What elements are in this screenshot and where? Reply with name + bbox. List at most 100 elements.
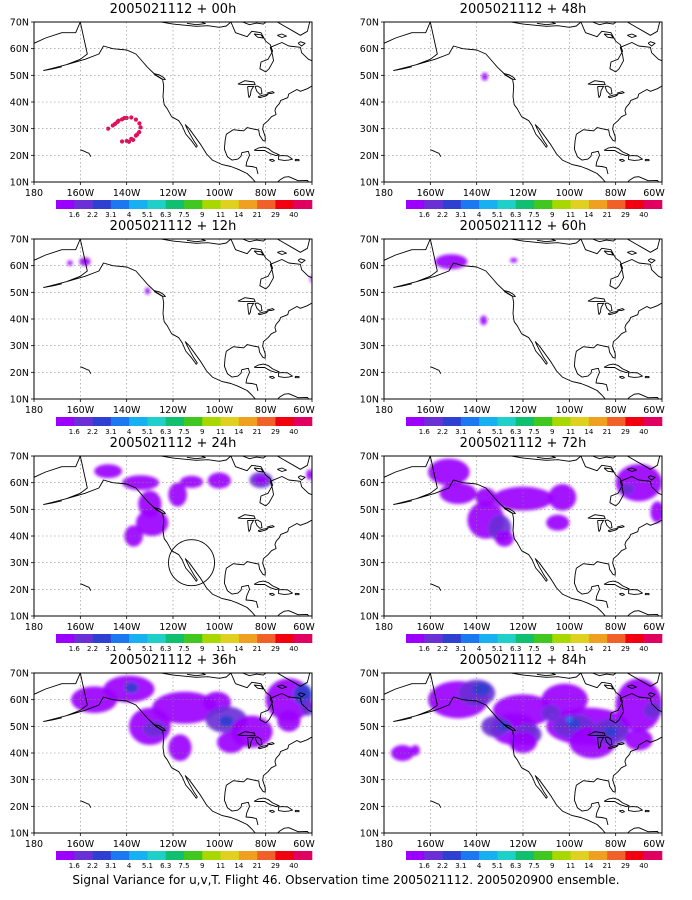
variance-area [67,260,73,266]
legend-swatch [275,417,295,426]
legend-label: 9 [200,862,204,870]
variance-area [390,745,415,761]
sample-point [106,126,111,131]
y-tick-label: 50N [10,722,29,733]
legend-swatch [424,417,443,426]
legend-label: 6.3 [160,211,171,219]
variance-area [179,475,204,488]
variance-area [510,257,518,263]
legend-label: 7.5 [178,645,189,653]
legend-swatch [534,417,553,426]
legend-swatch [515,417,535,426]
y-tick-label: 70N [10,452,29,463]
variance-area [481,715,510,737]
y-tick-label: 30N [360,341,379,352]
legend-label: 5.1 [142,211,153,219]
x-tick-label: 100W [206,839,234,850]
legend-swatch [184,634,203,643]
x-tick-label: 60W [643,405,665,416]
legend-swatch [442,851,462,860]
y-tick-label: 60N [360,261,379,272]
variance-area [541,705,561,721]
legend-label: 1.6 [419,862,431,870]
y-tick-label: 40N [10,315,29,326]
y-tick-label: 40N [360,315,379,326]
legend-swatch [275,851,295,860]
legend-swatch [184,200,203,209]
x-tick-label: 160W [67,405,95,416]
x-tick-label: 100W [556,188,584,199]
map-panel: 2005021112 + 48h 70N 60N 50N 40N 30N 20N 10N 180… [350,2,690,220]
legend-swatch [424,200,443,209]
legend-swatch [165,417,185,426]
legend-label: 1.6 [69,645,81,653]
legend-swatch [92,851,112,860]
legend-swatch [293,417,313,426]
variance-area [410,745,420,756]
color-legend: 1.6 2.2 3.1 4 5.1 6.3 7.5 9 11 14 21 29 40 [406,634,663,653]
legend-label: 1.6 [69,428,81,436]
legend-swatch [129,851,148,860]
legend-label: 40 [639,211,648,219]
legend-label: 5.1 [142,862,153,870]
legend-label: 29 [621,428,630,436]
legend-label: 21 [603,211,612,219]
y-tick-label: 20N [10,368,29,379]
legend-swatch [202,851,221,860]
sample-point [126,139,132,144]
y-tick-label: 70N [360,235,379,246]
color-legend: 1.6 2.2 3.1 4 5.1 6.3 7.5 9 11 14 21 29 40 [406,417,663,436]
legend-swatch [293,634,313,643]
variance-area [492,486,554,511]
variance-area [615,678,662,732]
legend-label: 9 [200,645,204,653]
variance-area [135,509,169,536]
x-tick-label: 140W [463,622,491,633]
legend-label: 6.3 [510,428,521,436]
panel-title: 2005021112 + 00h [109,2,237,17]
legend-swatch [625,634,645,643]
y-tick-label: 10N [360,178,379,189]
x-tick-label: 80W [255,188,277,199]
legend-label: 14 [234,211,243,219]
legend-label: 1.6 [419,211,431,219]
legend-label: 3.1 [455,211,466,219]
y-tick-label: 50N [10,288,29,299]
legend-swatch [406,200,425,209]
legend-swatch [570,417,590,426]
y-tick-label: 20N [10,151,29,162]
variance-area [254,476,268,484]
legend-swatch [74,851,93,860]
y-tick-label: 10N [360,829,379,840]
legend-swatch [220,417,240,426]
x-tick-label: 180 [25,405,43,416]
legend-swatch [56,200,75,209]
legend-swatch [293,851,313,860]
x-tick-label: 60W [643,839,665,850]
legend-swatch [607,634,626,643]
variance-area [124,682,139,693]
y-tick-label: 20N [360,151,379,162]
variance-area [152,691,218,724]
legend-swatch [56,634,75,643]
y-tick-label: 50N [360,71,379,82]
legend-swatch [238,634,258,643]
legend-label: 5.1 [492,645,503,653]
variance-area [124,525,143,547]
legend-swatch [552,851,571,860]
legend-label: 6.3 [510,645,521,653]
variance-area [475,488,497,507]
legend-swatch [202,200,221,209]
x-tick-label: 80W [605,839,627,850]
x-tick-label: 120W [159,405,187,416]
variance-area [277,710,301,732]
legend-label: 2.2 [87,862,98,870]
legend-label: 29 [621,211,630,219]
variance-area [168,734,192,761]
legend-label: 40 [289,862,298,870]
legend-swatch [202,634,221,643]
legend-label: 6.3 [160,428,171,436]
legend-swatch [588,634,608,643]
